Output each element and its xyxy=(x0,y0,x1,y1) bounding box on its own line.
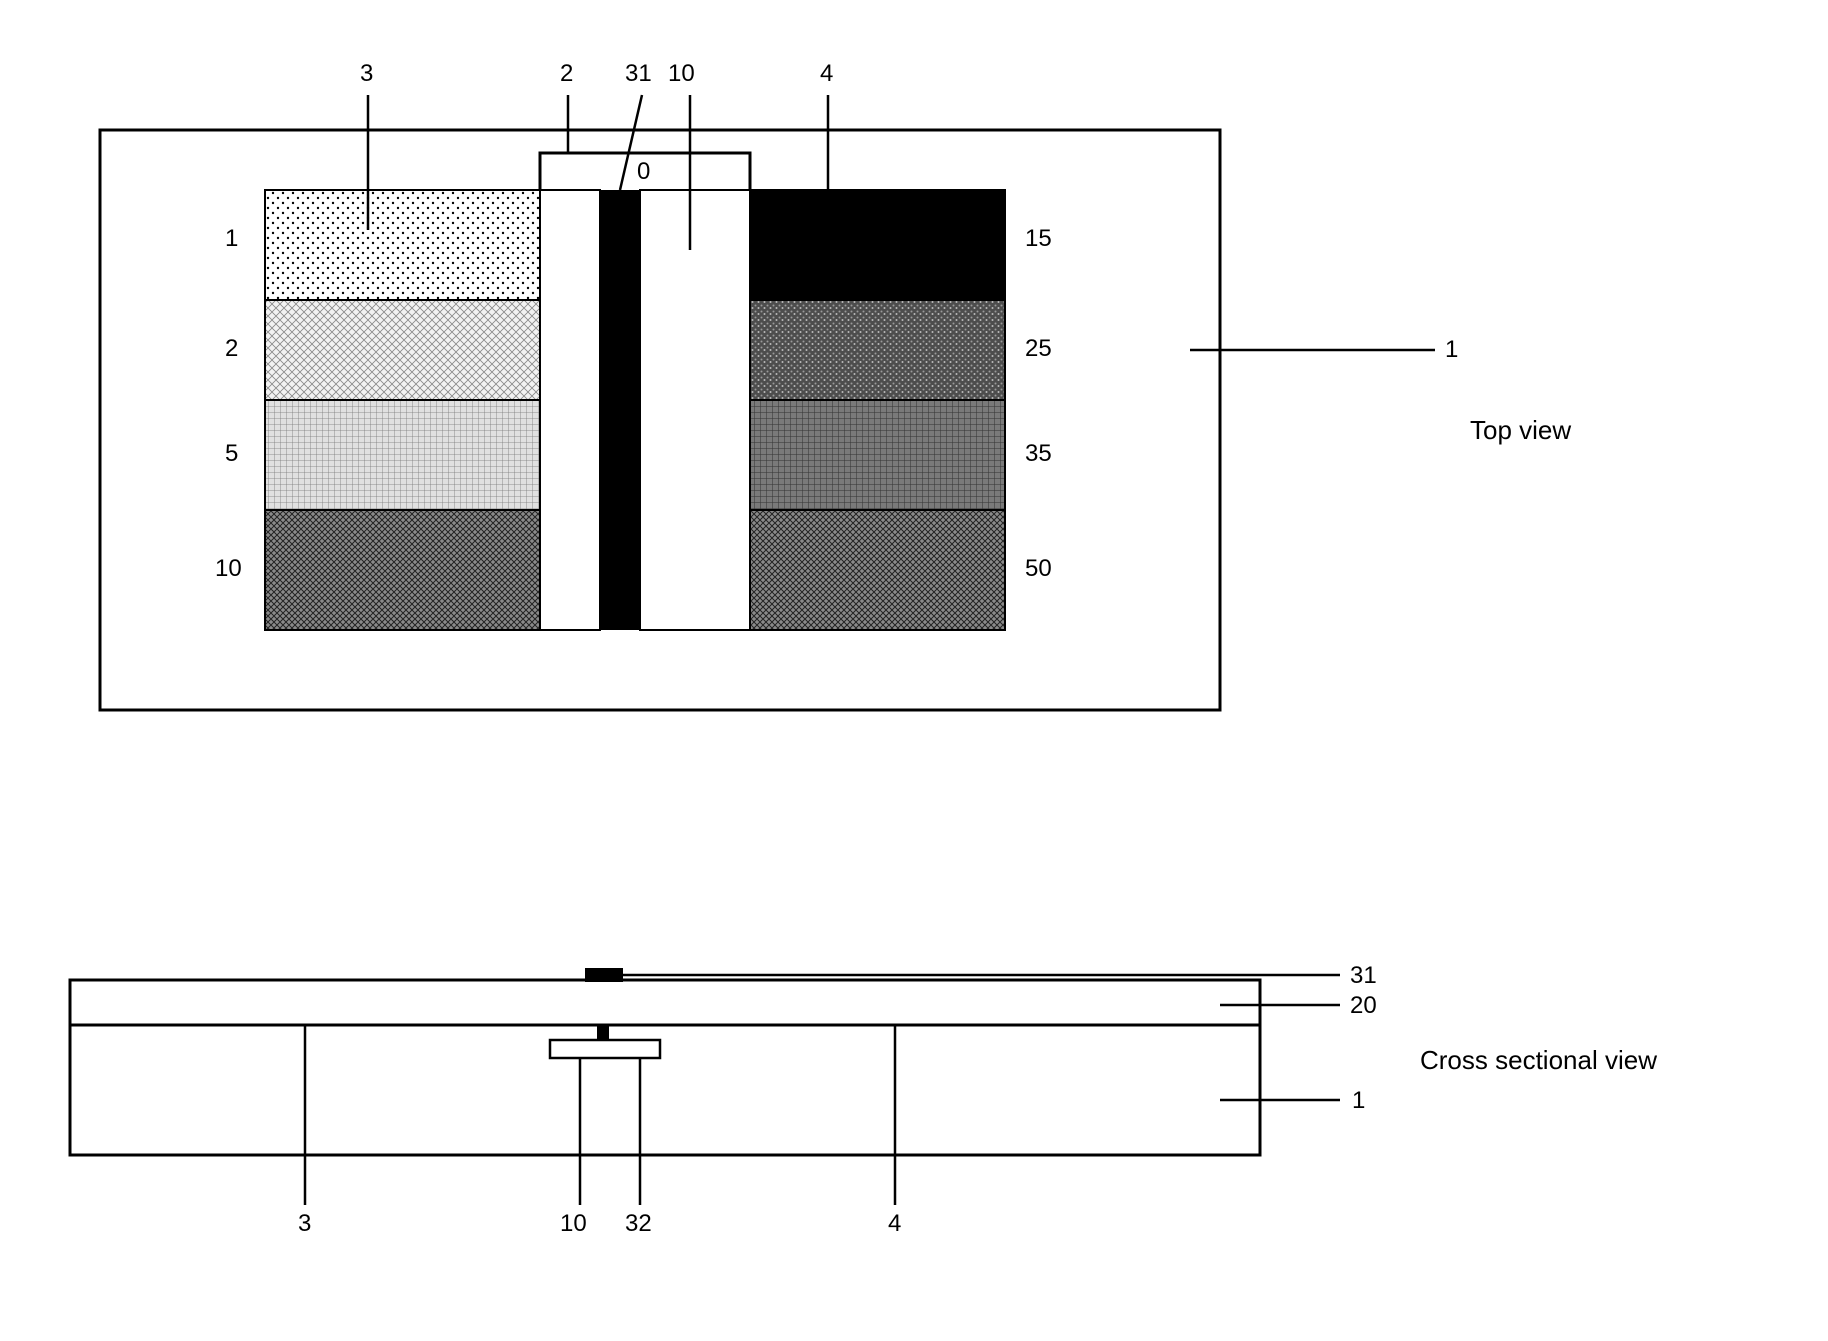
xsec-top-black xyxy=(585,968,623,982)
diagram-svg xyxy=(40,40,1740,1300)
topview-caption: Top view xyxy=(1470,415,1571,446)
right-label-15: 15 xyxy=(1025,225,1052,253)
xsec-label-4: 4 xyxy=(888,1210,901,1238)
callout-2: 2 xyxy=(560,60,573,88)
callout-3: 3 xyxy=(360,60,373,88)
right-row-4 xyxy=(750,510,1005,630)
left-label-2: 2 xyxy=(225,335,238,363)
xsec-outer-box xyxy=(70,980,1260,1155)
xsec-label-1: 1 xyxy=(1352,1087,1365,1115)
xsec-caption: Cross sectional view xyxy=(1420,1045,1657,1076)
left-row-4 xyxy=(265,510,540,630)
callout-31: 31 xyxy=(625,60,652,88)
right-label-25: 25 xyxy=(1025,335,1052,363)
left-label-5: 5 xyxy=(225,440,238,468)
left-label-10: 10 xyxy=(215,555,242,583)
center-black-strip xyxy=(600,190,640,630)
center-left-white xyxy=(540,190,600,630)
right-row-2 xyxy=(750,300,1005,400)
left-row-3 xyxy=(265,400,540,510)
left-label-1: 1 xyxy=(225,225,238,253)
center-right-white xyxy=(640,190,750,630)
right-label-50: 50 xyxy=(1025,555,1052,583)
callout-10: 10 xyxy=(668,60,695,88)
right-label-35: 35 xyxy=(1025,440,1052,468)
left-row-2 xyxy=(265,300,540,400)
right-row-3 xyxy=(750,400,1005,510)
right-row-1 xyxy=(750,190,1005,300)
topview-right-1: 1 xyxy=(1445,336,1458,364)
callout-4: 4 xyxy=(820,60,833,88)
diagram-container: 3 2 31 10 4 0 1 2 5 10 15 25 35 50 1 Top… xyxy=(40,40,1740,1300)
xsec-white-slot xyxy=(550,1040,660,1058)
xsec-label-3: 3 xyxy=(298,1210,311,1238)
xsec-label-31: 31 xyxy=(1350,962,1377,990)
xsec-label-10: 10 xyxy=(560,1210,587,1238)
left-row-1 xyxy=(265,190,540,300)
xsec-label-32: 32 xyxy=(625,1210,652,1238)
center-zero-label: 0 xyxy=(637,158,650,186)
xsec-label-20: 20 xyxy=(1350,992,1377,1020)
